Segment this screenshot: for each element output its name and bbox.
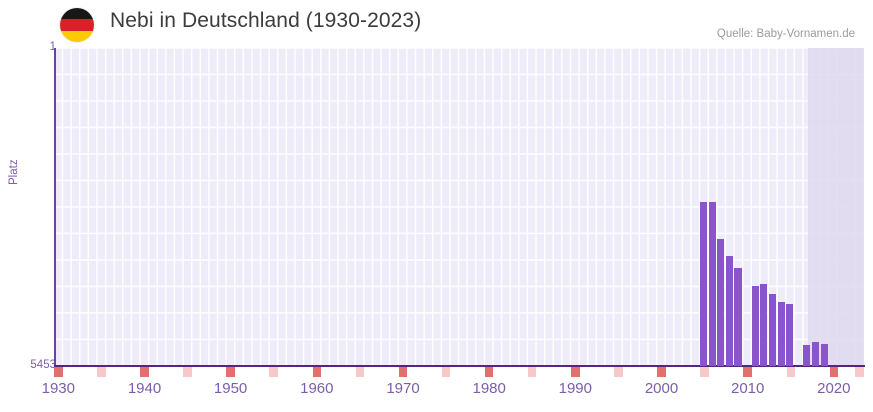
bar-2015[interactable] xyxy=(760,284,768,366)
chart-header: Nebi in Deutschland (1930-2023) Quelle: … xyxy=(0,0,873,48)
bar-2008[interactable] xyxy=(699,202,708,366)
x-axis-ticks xyxy=(54,367,865,377)
germany-flag-icon xyxy=(60,8,94,42)
flag-band-black xyxy=(60,8,94,20)
x-tick-mark-1990 xyxy=(571,367,580,377)
x-axis-labels: 1930 1940 1950 1960 1970 1980 1990 2000 2010 2020 xyxy=(0,380,873,402)
bar-2022[interactable] xyxy=(820,344,828,366)
x-tick-mark-1980 xyxy=(484,367,494,377)
bar-2021[interactable] xyxy=(811,342,820,366)
x-tick-mark xyxy=(614,367,623,377)
x-tick-mark-1950 xyxy=(226,367,235,377)
x-tick-mark xyxy=(441,367,451,377)
bar-2020[interactable] xyxy=(803,345,811,366)
x-tick-mark-2020 xyxy=(829,367,839,377)
x-tick-mark-1970 xyxy=(398,367,408,377)
x-tick-mark xyxy=(700,367,709,377)
x-axis-line xyxy=(54,365,865,367)
future-shaded-region xyxy=(808,48,864,366)
bar-2018[interactable] xyxy=(786,304,794,366)
x-tick-mark-2000 xyxy=(657,367,666,377)
bar-2010[interactable] xyxy=(717,239,725,366)
x-tick-mark xyxy=(855,367,864,377)
bar-2016[interactable] xyxy=(768,294,776,366)
x-tick-mark xyxy=(97,367,106,377)
bar-2011[interactable] xyxy=(725,256,733,366)
y-axis-title: Platz xyxy=(8,159,20,185)
x-tick-mark-2010 xyxy=(743,367,752,377)
y-axis-label-bottom: 5453 xyxy=(30,359,56,371)
page-title: Nebi in Deutschland (1930-2023) xyxy=(110,9,422,32)
x-axis-label-2010: 2010 xyxy=(731,380,765,397)
x-axis-label-1950: 1950 xyxy=(213,380,248,397)
x-tick-mark xyxy=(183,367,192,377)
x-axis-label-1970: 1970 xyxy=(386,380,420,397)
y-axis-label-top: 1 xyxy=(49,41,56,53)
y-axis-line xyxy=(54,48,56,367)
x-axis-label-1980: 1980 xyxy=(472,380,506,397)
x-tick-mark xyxy=(355,367,365,377)
bar-series xyxy=(54,48,864,366)
x-tick-mark-1960 xyxy=(312,367,322,377)
bar-2014[interactable] xyxy=(751,286,759,366)
x-tick-mark xyxy=(786,367,796,377)
bar-2009[interactable] xyxy=(708,202,716,366)
x-tick-mark-1930 xyxy=(54,367,63,377)
flag-band-red xyxy=(60,19,94,31)
x-tick-mark-1940 xyxy=(140,367,149,377)
x-axis-label-2020: 2020 xyxy=(817,380,851,397)
bar-2017[interactable] xyxy=(777,302,785,366)
x-axis-label-1940: 1940 xyxy=(127,380,162,397)
x-axis-label-1990: 1990 xyxy=(558,380,592,397)
x-tick-mark xyxy=(527,367,537,377)
x-axis-label-1930: 1930 xyxy=(41,380,75,397)
x-axis-label-1960: 1960 xyxy=(300,380,334,397)
x-axis-label-2000: 2000 xyxy=(644,380,679,397)
flag-band-gold xyxy=(60,30,94,42)
bar-2012[interactable] xyxy=(734,268,742,366)
x-tick-mark xyxy=(269,367,278,377)
source-attribution: Quelle: Baby-Vornamen.de xyxy=(716,28,855,40)
